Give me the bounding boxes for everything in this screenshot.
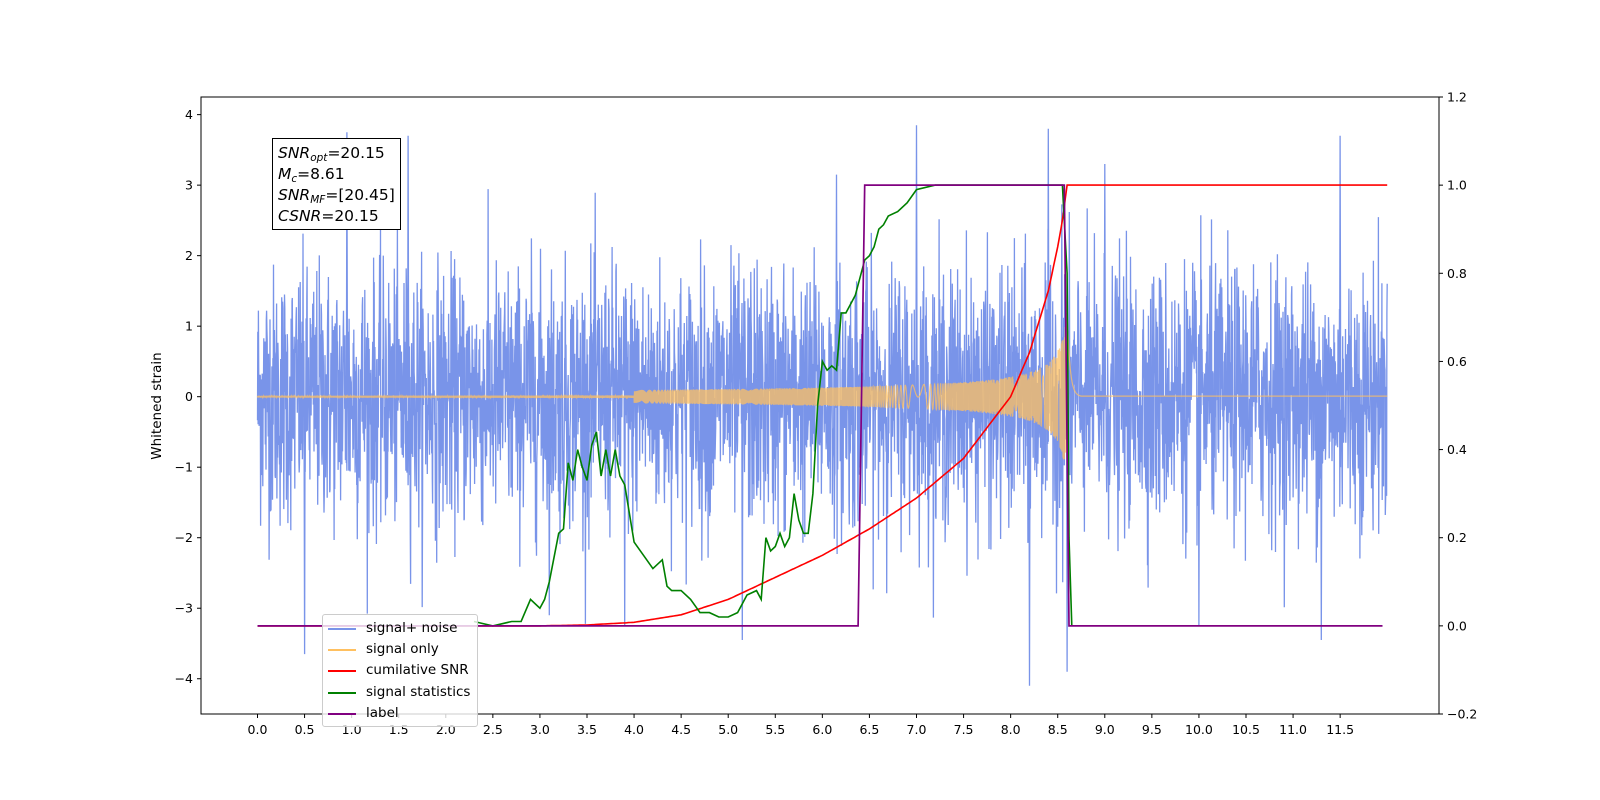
series-label bbox=[257, 184, 1383, 627]
y-axis-left: 4 3 2 1 0 −1 −2 −3 −4 bbox=[175, 107, 201, 686]
y-tick-label: −3 bbox=[175, 601, 193, 616]
annotation-mc: Mc=8.61 bbox=[278, 165, 345, 185]
series-signal-only bbox=[256, 312, 1388, 460]
y-tick-label: −1 bbox=[175, 460, 193, 475]
x-tick-label: 3.0 bbox=[530, 722, 550, 737]
legend-item-signal-noise: signal+ noise bbox=[323, 618, 477, 639]
x-tick-label: 8.5 bbox=[1048, 722, 1068, 737]
y2-tick-label: 1.0 bbox=[1447, 178, 1467, 193]
annotation-snr-mf: SNRMF=[20.45] bbox=[278, 186, 395, 206]
x-tick-label: 7.5 bbox=[954, 722, 974, 737]
x-tick-label: 8.0 bbox=[1001, 722, 1021, 737]
legend: signal+ noise signal only cumilative SNR… bbox=[322, 614, 478, 727]
x-tick-label: 10.5 bbox=[1232, 722, 1260, 737]
plot-frame bbox=[200, 96, 1440, 715]
x-tick-label: 9.5 bbox=[1142, 722, 1162, 737]
legend-label: cumilative SNR bbox=[366, 662, 469, 679]
y-tick-label: −2 bbox=[175, 530, 193, 545]
y2-tick-label: 0.4 bbox=[1447, 442, 1467, 457]
legend-label: signal+ noise bbox=[366, 620, 458, 636]
x-tick-label: 0.0 bbox=[248, 722, 268, 737]
x-tick-label: 11.0 bbox=[1279, 722, 1307, 737]
x-tick-label: 10.0 bbox=[1185, 722, 1213, 737]
y2-tick-label: 0.0 bbox=[1447, 618, 1467, 633]
x-axis: 0.0 0.5 1.0 1.5 2.0 2.5 3.0 3.5 4.0 4.5 5.0 5.5 6.0 6… bbox=[248, 714, 1354, 737]
x-tick-label: 5.5 bbox=[765, 722, 785, 737]
y-axis-label: Whitened strain bbox=[149, 352, 165, 459]
x-tick-label: 5.0 bbox=[718, 722, 738, 737]
y-tick-label: 3 bbox=[185, 178, 193, 193]
annotation-csnr: CSNR=20.15 bbox=[278, 207, 379, 225]
x-tick-label: 4.5 bbox=[671, 722, 691, 737]
x-tick-label: 9.0 bbox=[1095, 722, 1115, 737]
y2-tick-label: 0.2 bbox=[1447, 530, 1467, 545]
series-layer bbox=[256, 125, 1388, 686]
legend-label: signal only bbox=[366, 641, 439, 658]
y2-tick-label: 0.8 bbox=[1447, 266, 1467, 281]
legend-item-signal-statistics: signal statistics bbox=[323, 682, 477, 703]
x-tick-label: 0.5 bbox=[295, 722, 315, 737]
legend-swatch bbox=[328, 649, 356, 652]
legend-swatch bbox=[328, 691, 356, 694]
y-axis-right: 1.2 1.0 0.8 0.6 0.4 0.2 0.0 −0.2 bbox=[1439, 90, 1477, 722]
legend-label: signal statistics bbox=[366, 683, 471, 700]
y-tick-label: 2 bbox=[185, 248, 193, 263]
annotation-snr-opt: SNRopt=20.15 bbox=[278, 144, 385, 164]
y-tick-label: 1 bbox=[185, 319, 193, 334]
legend-swatch bbox=[328, 670, 356, 673]
x-tick-label: 11.5 bbox=[1326, 722, 1354, 737]
x-tick-label: 6.5 bbox=[859, 722, 879, 737]
x-tick-label: 7.0 bbox=[907, 722, 927, 737]
legend-item-cumulative-snr: cumilative SNR bbox=[323, 660, 477, 681]
stats-annotation-box: SNRopt=20.15 Mc=8.61 SNRMF=[20.45] CSNR=… bbox=[272, 138, 401, 230]
y2-tick-label: 0.6 bbox=[1447, 354, 1467, 369]
legend-swatch bbox=[328, 712, 356, 715]
series-signal-statistics bbox=[473, 184, 1073, 627]
y2-tick-label: −0.2 bbox=[1447, 707, 1477, 722]
x-tick-label: 4.0 bbox=[624, 722, 644, 737]
x-tick-label: 3.5 bbox=[577, 722, 597, 737]
legend-swatch bbox=[328, 628, 356, 630]
x-tick-label: 6.0 bbox=[812, 722, 832, 737]
x-tick-label: 2.5 bbox=[483, 722, 503, 737]
y-tick-label: 0 bbox=[185, 389, 193, 404]
legend-item-label: label cumilative SNR bbox=[323, 703, 477, 724]
y-tick-label: −4 bbox=[175, 671, 193, 686]
legend-label: label bbox=[366, 704, 399, 721]
y-tick-label: 4 bbox=[185, 107, 193, 122]
y2-tick-label: 1.2 bbox=[1447, 90, 1467, 105]
legend-item-signal-only: signal only bbox=[323, 639, 477, 660]
